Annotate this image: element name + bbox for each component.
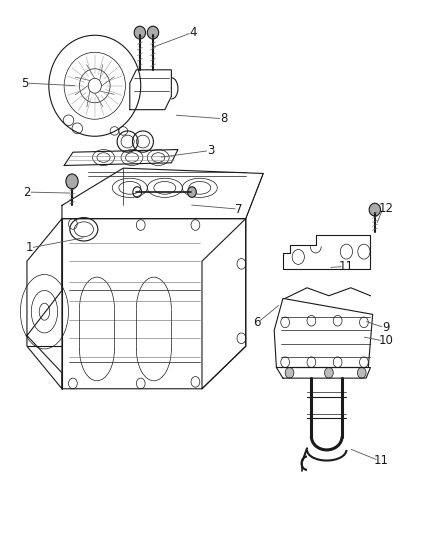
Text: 11: 11 — [338, 260, 353, 273]
Ellipse shape — [66, 174, 78, 189]
Text: 6: 6 — [252, 316, 260, 329]
Text: 7: 7 — [235, 203, 242, 215]
Text: 12: 12 — [378, 201, 392, 214]
Ellipse shape — [324, 368, 332, 378]
Text: 11: 11 — [373, 454, 388, 467]
Text: 9: 9 — [381, 321, 389, 334]
Text: 8: 8 — [220, 112, 227, 125]
Ellipse shape — [134, 26, 145, 39]
Text: 10: 10 — [378, 334, 392, 348]
Text: 2: 2 — [23, 185, 31, 199]
Text: 1: 1 — [25, 241, 33, 254]
Text: 5: 5 — [21, 77, 28, 90]
Ellipse shape — [357, 368, 365, 378]
Ellipse shape — [368, 203, 380, 216]
Ellipse shape — [147, 26, 158, 39]
Text: 3: 3 — [207, 144, 214, 157]
Ellipse shape — [187, 187, 196, 197]
Ellipse shape — [285, 368, 293, 378]
Text: 4: 4 — [189, 26, 197, 39]
